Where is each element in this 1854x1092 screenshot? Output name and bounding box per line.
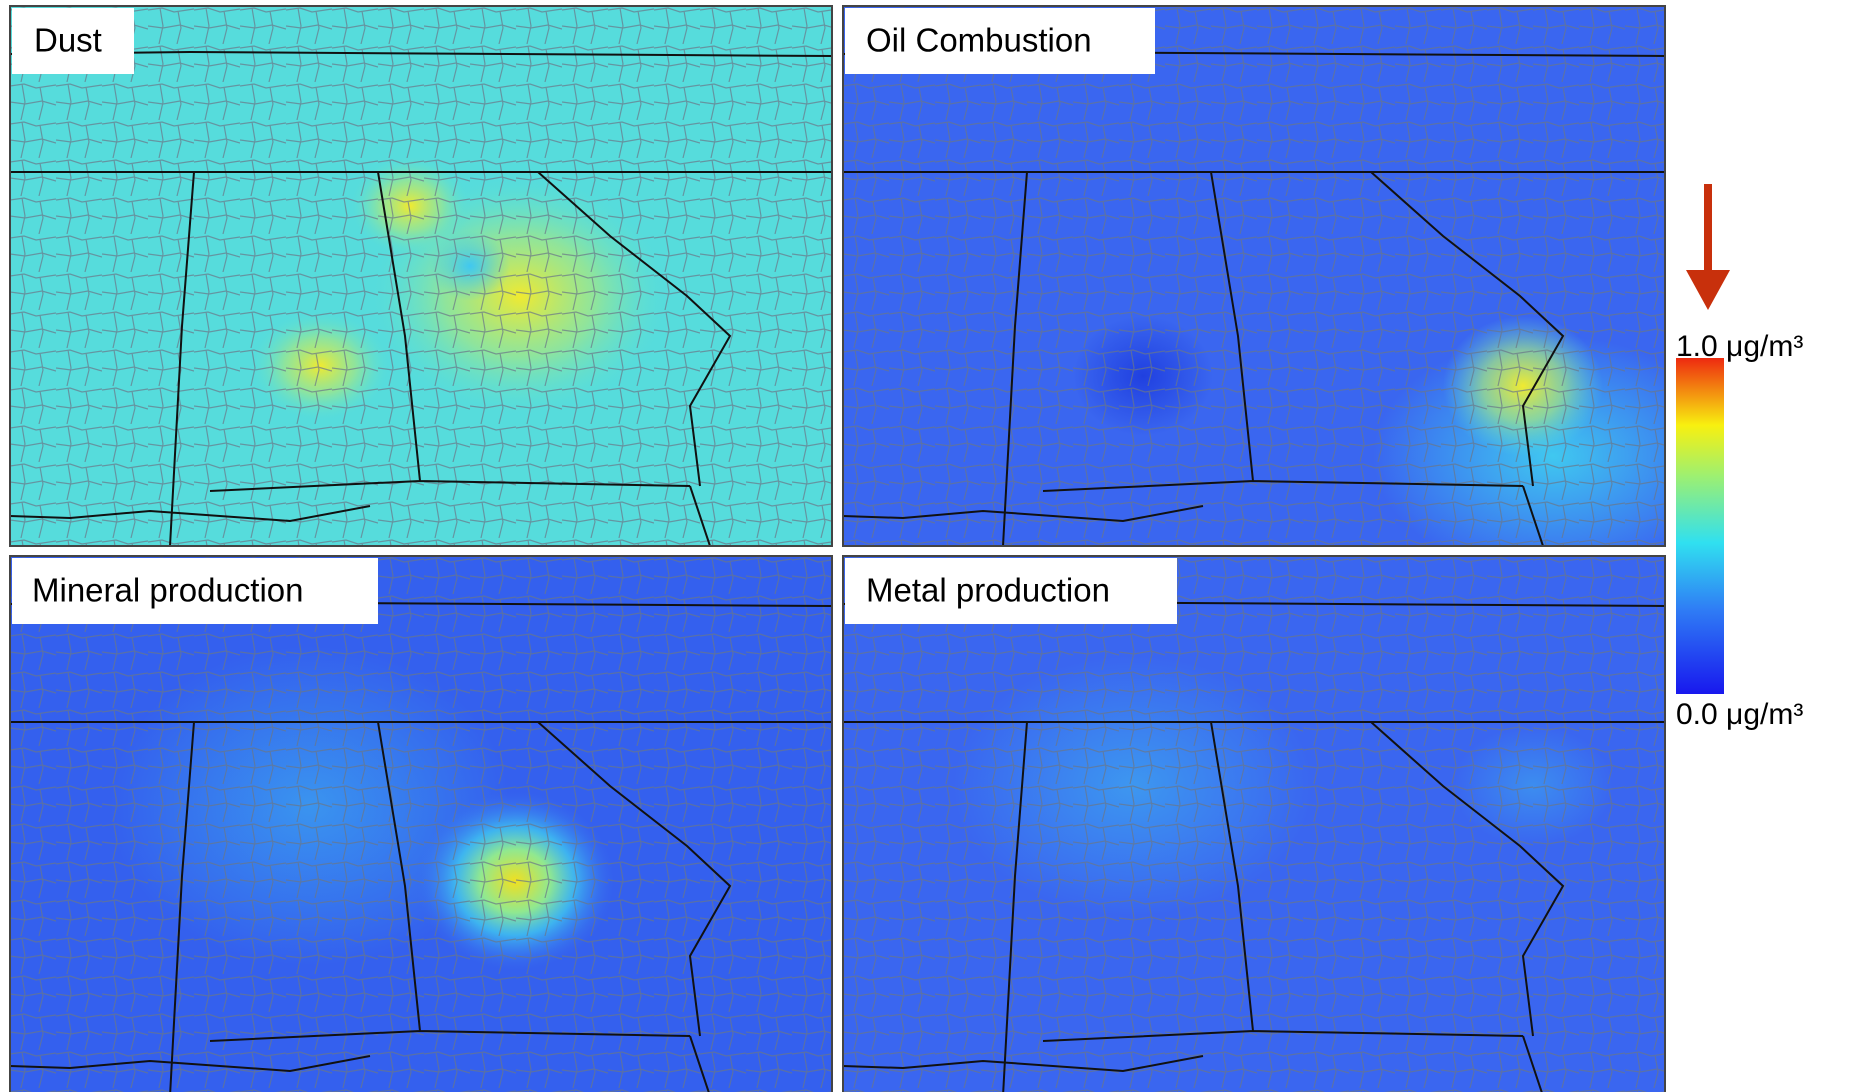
arrow	[1686, 184, 1730, 310]
colorbar	[1676, 358, 1724, 694]
colorbar-max-label: 1.0 μg/m³	[1676, 330, 1803, 363]
colorbar-min-label: 0.0 μg/m³	[1676, 698, 1803, 731]
map-panel	[843, 6, 1733, 576]
panel-title: Oil Combustion	[866, 22, 1092, 59]
map-panel	[843, 556, 1665, 1092]
panel-title: Mineral production	[32, 572, 303, 609]
map-panel	[10, 556, 832, 1092]
figure: Dust Oil Combustion Mineral production M…	[0, 0, 1854, 1092]
panel-title: Metal production	[866, 572, 1110, 609]
map-panel	[10, 6, 832, 546]
panel-title: Dust	[34, 22, 102, 59]
